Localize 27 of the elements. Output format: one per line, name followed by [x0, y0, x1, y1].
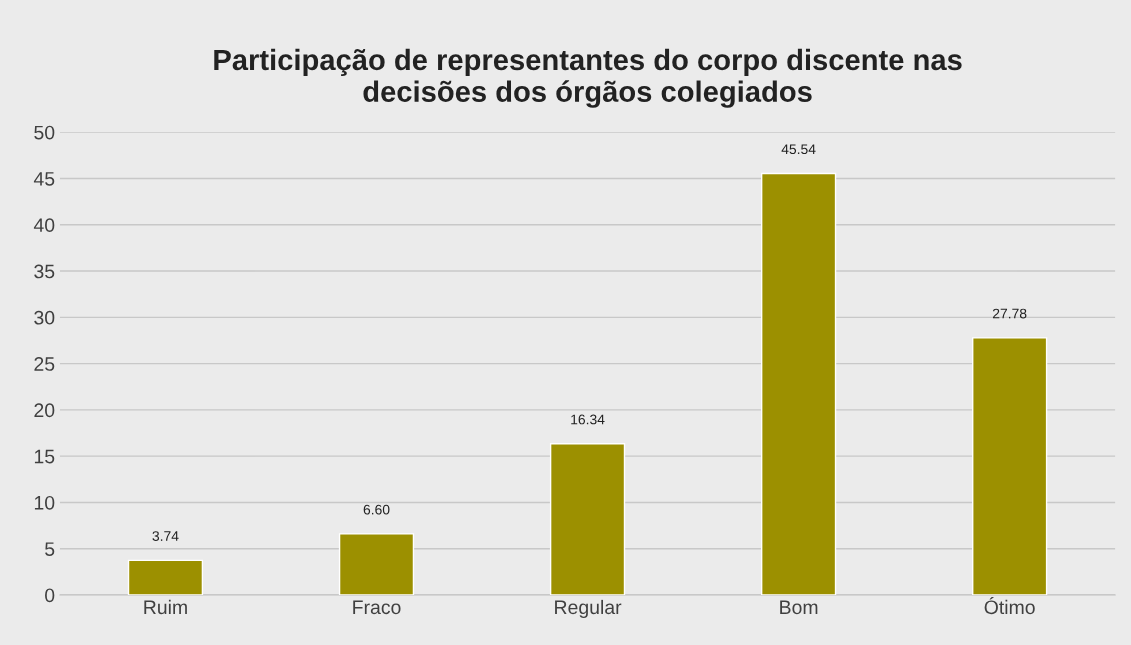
data-label: 45.54	[781, 144, 816, 155]
y-tick-label: 50	[34, 125, 55, 140]
data-label: 3.74	[152, 531, 179, 541]
y-tick-label: 30	[34, 310, 55, 325]
data-label: 16.34	[571, 414, 605, 425]
y-tick-label: 45	[33, 172, 55, 186]
y-tick-label: 0	[45, 588, 55, 603]
x-tick-label: Fraco	[353, 600, 401, 615]
chart-title: Participação de representantes do corpo discente nas decisões dos órgãos colegiados	[214, 48, 962, 108]
bar	[972, 337, 1048, 596]
x-tick-label: Regular	[555, 599, 622, 618]
y-tick-label: 20	[34, 403, 55, 418]
x-tick-label: Ruim	[144, 599, 187, 615]
bar	[549, 443, 626, 596]
y-tick-label: 25	[34, 357, 55, 371]
data-label: 27.78	[992, 308, 1027, 319]
y-tick-label: 5	[45, 542, 55, 556]
y-tick-label: 10	[34, 495, 55, 510]
x-tick-label: Ótimo	[984, 597, 1035, 615]
data-label: 6.60	[363, 504, 390, 515]
x-tick-label: Bom	[780, 600, 818, 615]
bar	[760, 172, 837, 596]
y-tick-label: 15	[34, 449, 55, 464]
y-tick-label: 35	[34, 264, 55, 279]
bar	[338, 533, 415, 596]
bar	[127, 559, 204, 596]
y-tick-label: 40	[33, 218, 55, 233]
